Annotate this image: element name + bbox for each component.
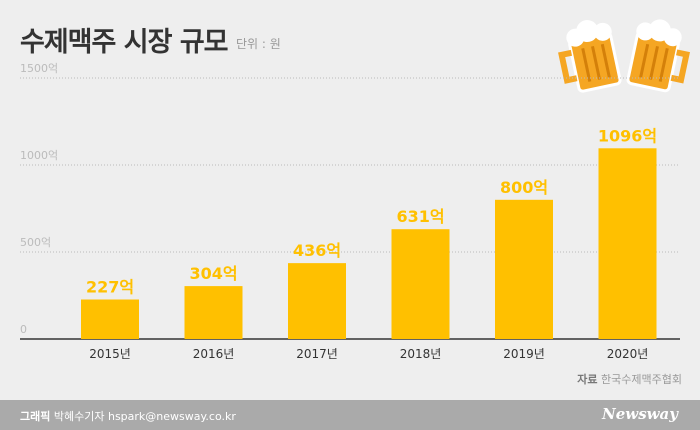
- data-label: 800억: [500, 178, 548, 197]
- bar: [495, 199, 553, 339]
- credit-text: 박혜수기자 hspark@newsway.co.kr: [53, 410, 236, 423]
- x-tick-label: 2018년: [400, 347, 442, 361]
- x-tick-label: 2015년: [89, 347, 131, 361]
- data-label: 304억: [189, 264, 237, 283]
- y-tick-label: 500억: [20, 236, 51, 249]
- source-note: 자료 한국수제맥주협회: [577, 371, 682, 387]
- credit-label: 그래픽: [20, 410, 51, 423]
- data-label: 436억: [293, 241, 341, 260]
- y-tick-label: 0: [20, 323, 27, 336]
- x-tick-label: 2017년: [296, 347, 338, 361]
- x-tick-label: 2020년: [607, 347, 649, 361]
- data-label: 631억: [396, 207, 444, 226]
- bar: [598, 148, 657, 339]
- x-tick-label: 2019년: [503, 347, 545, 361]
- chart-title: 수제맥주 시장 규모: [20, 27, 229, 58]
- bar-chart: 0 500억 1000억 1500억 227억 2015년 304억 2016년 436억 201…: [20, 62, 680, 361]
- bar: [184, 286, 243, 339]
- unit-label: 단위 : 원: [236, 37, 281, 51]
- source-value: 한국수제맥주협회: [601, 373, 682, 386]
- y-tick-label: 1500억: [20, 62, 58, 75]
- data-label: 227억: [86, 278, 134, 297]
- footer: 그래픽 박혜수기자 hspark@newsway.co.kr Newsway: [0, 400, 700, 430]
- y-tick-label: 1000억: [20, 149, 58, 162]
- beer-mugs-icon: [558, 19, 690, 93]
- x-tick-label: 2016년: [193, 347, 235, 361]
- newsway-logo: Newsway: [602, 405, 678, 423]
- data-label: 1096억: [598, 126, 657, 145]
- credit: 그래픽 박혜수기자 hspark@newsway.co.kr: [20, 408, 236, 424]
- source-label: 자료: [577, 373, 598, 386]
- bar: [391, 229, 450, 339]
- bar: [288, 263, 346, 339]
- bar: [81, 299, 139, 339]
